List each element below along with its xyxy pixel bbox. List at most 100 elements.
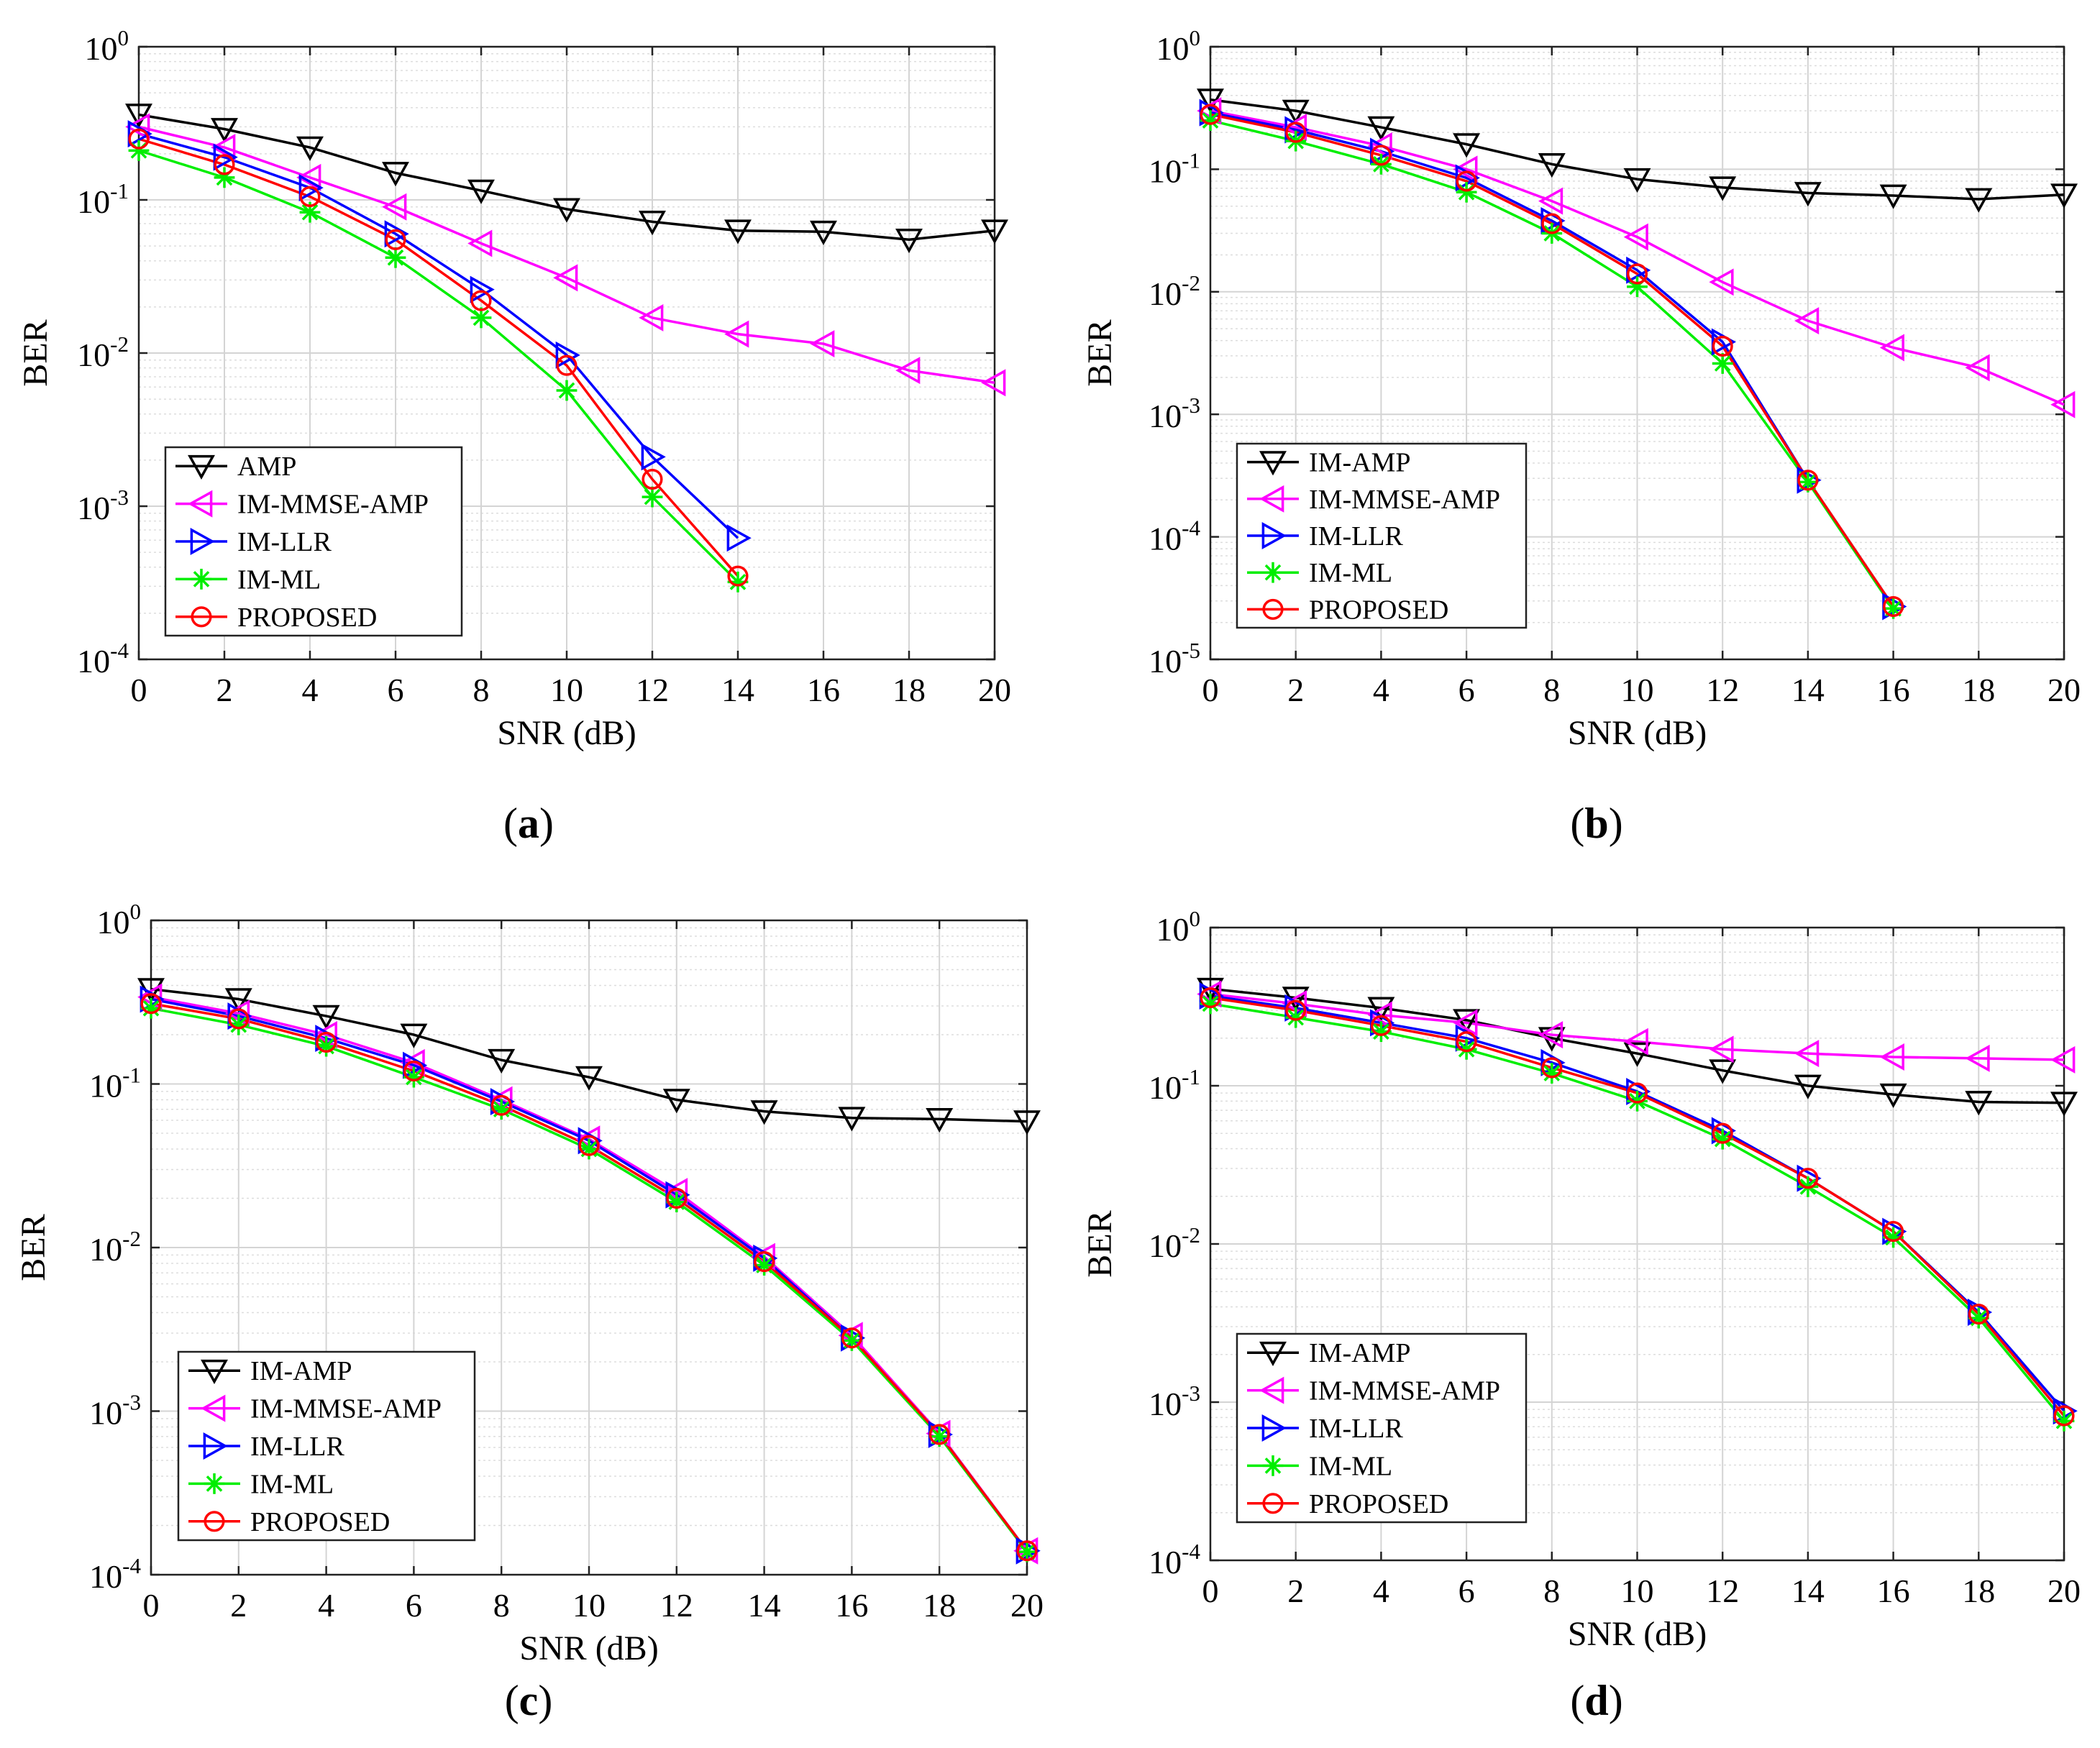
legend-marker-ml <box>1262 562 1284 583</box>
y-axis-label: BER <box>1081 1210 1119 1277</box>
data-point-proposed <box>1285 999 1307 1021</box>
legend-label: AMP <box>237 452 296 482</box>
x-tick-label: 14 <box>1791 1573 1825 1609</box>
x-tick-label: 0 <box>1202 1573 1219 1609</box>
y-tick-label: 10-4 <box>1149 1539 1200 1580</box>
x-tick-label: 8 <box>493 1587 510 1624</box>
data-point-proposed <box>1712 335 1733 357</box>
data-point-amp <box>1965 188 1993 213</box>
series-line-amp <box>1210 98 2065 201</box>
legend-marker-amp <box>201 1359 228 1385</box>
data-point-proposed <box>642 468 663 490</box>
data-point-amp <box>1965 1091 1993 1116</box>
series-line-mmse <box>138 125 995 385</box>
x-tick-label: 10 <box>550 672 583 708</box>
data-point-proposed <box>1370 145 1392 166</box>
x-axis-label: SNR (dB) <box>497 714 636 752</box>
data-point-amp <box>1794 182 1822 207</box>
legend-marker-proposed <box>191 606 212 628</box>
data-point-mmse <box>1965 354 1990 382</box>
data-point-amp <box>1623 1042 1651 1067</box>
y-tick-label: 100 <box>1156 25 1201 67</box>
series-line-mmse <box>1210 109 2065 406</box>
legend-marker-mmse <box>1259 1376 1284 1404</box>
chart-panel-c: 0 2 4 6 8 10 12 14 16 18 20 10-4 10-3 10-2 10-1 100 SNR … <box>14 899 1044 1724</box>
data-point-ml <box>1456 181 1477 203</box>
data-point-amp <box>1879 184 1907 209</box>
legend-label: IM-MMSE-AMP <box>1309 1376 1500 1406</box>
chart-panel-d: 0 2 4 6 8 10 12 14 16 18 20 10-4 10-3 10-2 10-1 100 SNR … <box>1081 906 2081 1724</box>
data-point-amp <box>296 136 324 161</box>
data-point-llr <box>470 275 495 303</box>
data-point-amp <box>750 1100 778 1125</box>
data-point-ml <box>642 486 663 508</box>
x-tick-label: 14 <box>1791 672 1825 708</box>
data-point-llr <box>213 143 238 171</box>
series-line-mmse <box>1210 992 2065 1061</box>
data-point-proposed <box>299 186 321 208</box>
x-tick-label: 12 <box>660 1587 693 1624</box>
legend-marker-llr <box>1261 522 1287 549</box>
data-point-llr <box>726 524 752 552</box>
data-point-amp <box>724 219 752 244</box>
ticks: 0 2 4 6 8 10 12 14 16 18 20 10-4 10-3 10-2 10-1 100 <box>77 25 1011 708</box>
data-point-mmse <box>2050 390 2076 418</box>
data-point-amp <box>488 1048 516 1074</box>
data-point-proposed <box>556 354 578 376</box>
data-point-mmse <box>1879 334 1904 362</box>
data-point-amp <box>1367 116 1395 141</box>
data-point-amp <box>1367 997 1395 1022</box>
data-point-amp <box>926 1107 954 1133</box>
data-point-mmse <box>1709 268 1734 296</box>
series-line-llr <box>138 132 739 539</box>
panel-label: (c) <box>505 1677 553 1724</box>
legend-marker-llr <box>1261 1414 1287 1442</box>
data-point-proposed <box>1968 1304 1989 1325</box>
legend-label: IM-LLR <box>250 1432 345 1462</box>
legend-marker-ml <box>204 1473 225 1494</box>
data-point-llr <box>127 120 152 148</box>
data-point-amp <box>2050 183 2078 209</box>
series-group <box>137 978 1041 1565</box>
data-point-proposed <box>1456 170 1477 192</box>
legend-label: IM-MMSE-AMP <box>1309 485 1500 515</box>
data-point-amp <box>1013 1110 1041 1135</box>
legend-label: IM-MMSE-AMP <box>237 490 429 520</box>
data-point-mmse <box>1794 307 1820 335</box>
panel-label: (a) <box>503 800 554 847</box>
chart-panel-b: 0 2 4 6 8 10 12 14 16 18 20 10-5 10-4 10-3 10-2 10-1 100… <box>1081 25 2081 847</box>
legend-label: PROPOSED <box>250 1507 390 1537</box>
data-point-proposed <box>727 565 749 587</box>
x-tick-label: 6 <box>1458 672 1475 708</box>
x-tick-label: 10 <box>1621 672 1654 708</box>
data-point-mmse <box>1623 1028 1648 1056</box>
data-point-mmse <box>1367 1001 1392 1029</box>
ticks: 0 2 4 6 8 10 12 14 16 18 20 10-4 10-3 10-2 10-1 100 <box>1149 906 2081 1609</box>
x-axis-label: SNR (dB) <box>519 1629 658 1667</box>
legend-marker-proposed <box>1262 598 1284 620</box>
y-tick-label: 10-1 <box>1149 1064 1200 1106</box>
x-tick-label: 4 <box>1373 672 1389 708</box>
data-point-amp <box>1709 1059 1737 1084</box>
data-point-mmse <box>1453 1009 1478 1037</box>
legend-marker-llr <box>190 528 215 555</box>
y-tick-label: 10-2 <box>1149 270 1200 312</box>
data-point-amp <box>1879 1083 1907 1109</box>
x-tick-label: 0 <box>143 1587 160 1624</box>
series-line-ml <box>138 149 739 583</box>
series-group <box>1197 88 2078 621</box>
x-tick-label: 16 <box>1877 1573 1910 1609</box>
data-point-amp <box>662 1089 690 1114</box>
y-axis-label: BER <box>1081 319 1119 386</box>
legend-label: IM-LLR <box>1309 1414 1404 1444</box>
y-tick-label: 10-4 <box>77 638 129 679</box>
y-tick-label: 10-4 <box>1149 516 1200 557</box>
data-point-proposed <box>228 1008 250 1030</box>
data-point-proposed <box>1370 1015 1392 1036</box>
x-tick-label: 6 <box>388 672 404 708</box>
data-point-amp <box>981 219 1008 244</box>
x-tick-label: 14 <box>748 1587 781 1624</box>
y-tick-label: 10-5 <box>1149 638 1200 679</box>
data-point-amp <box>639 211 666 236</box>
x-tick-label: 20 <box>2048 1573 2081 1609</box>
